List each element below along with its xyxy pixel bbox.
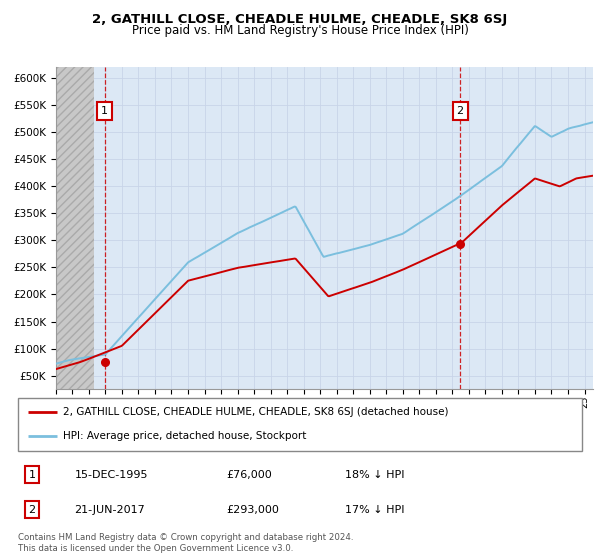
Text: 1: 1 <box>101 106 108 116</box>
Text: HPI: Average price, detached house, Stockport: HPI: Average price, detached house, Stoc… <box>63 431 307 441</box>
Text: 17% ↓ HPI: 17% ↓ HPI <box>345 505 404 515</box>
Text: 21-JUN-2017: 21-JUN-2017 <box>74 505 145 515</box>
Text: 2, GATHILL CLOSE, CHEADLE HULME, CHEADLE, SK8 6SJ (detached house): 2, GATHILL CLOSE, CHEADLE HULME, CHEADLE… <box>63 407 449 417</box>
Text: 1: 1 <box>29 470 35 479</box>
Text: 15-DEC-1995: 15-DEC-1995 <box>74 470 148 479</box>
Text: 2, GATHILL CLOSE, CHEADLE HULME, CHEADLE, SK8 6SJ: 2, GATHILL CLOSE, CHEADLE HULME, CHEADLE… <box>92 13 508 26</box>
Bar <box>56 67 94 389</box>
FancyBboxPatch shape <box>18 398 582 451</box>
Text: Contains HM Land Registry data © Crown copyright and database right 2024.
This d: Contains HM Land Registry data © Crown c… <box>18 533 353 553</box>
Text: 18% ↓ HPI: 18% ↓ HPI <box>345 470 404 479</box>
Text: £293,000: £293,000 <box>227 505 280 515</box>
Text: Price paid vs. HM Land Registry's House Price Index (HPI): Price paid vs. HM Land Registry's House … <box>131 24 469 37</box>
Text: 2: 2 <box>29 505 35 515</box>
Text: 2: 2 <box>457 106 464 116</box>
Text: £76,000: £76,000 <box>227 470 272 479</box>
